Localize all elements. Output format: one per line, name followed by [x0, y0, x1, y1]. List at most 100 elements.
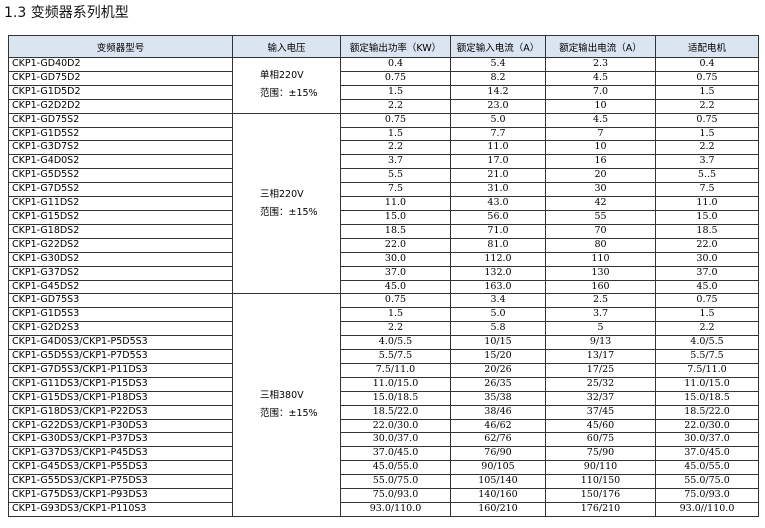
- table-row: CKP1-G18DS2 18.5 71.0 70 18.5: [8, 223, 759, 239]
- value-cell: 5.5/7.5: [655, 349, 759, 364]
- value-cell: 4.5: [545, 70, 656, 86]
- value-cell: 1.5: [655, 126, 759, 142]
- model-cell: CKP1-G11DS3/CKP1-P15DS3: [8, 376, 233, 392]
- model-cell: CKP1-G75DS3/CKP1-P93DS3: [8, 488, 233, 503]
- value-cell: 130: [545, 265, 656, 281]
- value-cell: 45.0/55.0: [340, 460, 451, 476]
- table-row: CKP1-GD40D2 单相220V 范围：±15% 0.4 5.4 2.3 0.4: [8, 57, 759, 114]
- value-cell: 22.0: [655, 237, 759, 253]
- value-cell: 37.0/45.0: [340, 446, 451, 462]
- value-cell: 7.5: [655, 182, 759, 198]
- model-cell: CKP1-G1D5S2: [8, 126, 233, 142]
- value-cell: 18.5/22.0: [655, 404, 759, 420]
- value-cell: 0.75: [655, 70, 759, 86]
- table-row: CKP1-G93DS3/CKP1-P110S3 93.0/110.0 160/210…: [8, 502, 759, 517]
- value-cell: 0.4: [655, 57, 759, 72]
- header-cell: 额定输出电流（A）: [545, 35, 656, 58]
- value-cell: 0.4: [340, 57, 451, 72]
- value-cell: 3.7: [340, 154, 451, 170]
- table-row: CKP1-G15DS3/CKP1-P18DS3 15.0/18.5 35/38 32/…: [8, 390, 759, 406]
- table-row: CKP1-G45DS3/CKP1-P55DS3 45.0/55.0 90/105 90…: [8, 460, 759, 476]
- value-cell: 10/15: [450, 335, 546, 351]
- value-cell: 10: [545, 98, 656, 114]
- value-cell: 45.0: [655, 279, 759, 295]
- value-cell: 1.5: [340, 126, 451, 142]
- value-cell: 30.0: [340, 251, 451, 267]
- table-row: CKP1-G2D2S3 2.2 5.8 5 2.2: [8, 321, 759, 337]
- value-cell: 37/45: [545, 404, 656, 420]
- value-cell: 45.0: [340, 279, 451, 295]
- value-cell: 35/38: [450, 390, 546, 406]
- model-cell: CKP1-G5D5S3/CKP1-P7D5S3: [8, 349, 233, 364]
- value-cell: 22.0/30.0: [655, 418, 759, 434]
- model-cell: CKP1-G18DS3/CKP1-P22DS3: [8, 404, 233, 420]
- table-row: CKP1-G7D5S3/CKP1-P11DS3 7.5/11.0 20/26 17/2…: [8, 362, 759, 378]
- value-cell: 0.75: [340, 112, 451, 128]
- table-body: CKP1-GD40D2 单相220V 范围：±15% 0.4 5.4 2.3 0.4 CKP1…: [8, 57, 759, 517]
- value-cell: 160/210: [450, 502, 546, 517]
- value-cell: 26/35: [450, 376, 546, 392]
- value-cell: 0.75: [340, 293, 451, 309]
- table-row: CKP1-GD75D2 0.75 8.2 4.5 0.75: [8, 70, 759, 86]
- value-cell: 37.0/45.0: [655, 446, 759, 462]
- value-cell: 1.5: [340, 84, 451, 100]
- table-row: CKP1-G1D5S2 1.5 7.7 7 1.5: [8, 126, 759, 142]
- value-cell: 11.0: [340, 196, 451, 211]
- model-cell: CKP1-GD40D2: [8, 57, 233, 72]
- voltage-text: 范围：±15%: [260, 408, 318, 420]
- table-row: CKP1-G18DS3/CKP1-P22DS3 18.5/22.0 38/46 37/…: [8, 404, 759, 420]
- header-cell: 变频器型号: [8, 35, 233, 58]
- value-cell: 55: [545, 209, 656, 225]
- value-cell: 5..5: [655, 168, 759, 184]
- value-cell: 2.2: [655, 321, 759, 337]
- value-cell: 56.0: [450, 209, 546, 225]
- value-cell: 13/17: [545, 349, 656, 364]
- voltage-cell: 三相380V 范围：±15%: [232, 293, 341, 517]
- model-cell: CKP1-G55DS3/CKP1-P75DS3: [8, 474, 233, 490]
- value-cell: 140/160: [450, 488, 546, 503]
- model-cell: CKP1-G5D5S2: [8, 168, 233, 184]
- value-cell: 5.5: [340, 168, 451, 184]
- value-cell: 163.0: [450, 279, 546, 295]
- value-cell: 2.3: [545, 57, 656, 72]
- value-cell: 81.0: [450, 237, 546, 253]
- model-cell: CKP1-G3D7S2: [8, 140, 233, 156]
- table-row: CKP1-G22DS3/CKP1-P30DS3 22.0/30.0 46/62 45/…: [8, 418, 759, 434]
- value-cell: 4.0/5.5: [340, 335, 451, 351]
- value-cell: 15/20: [450, 349, 546, 364]
- value-cell: 37.0: [340, 265, 451, 281]
- value-cell: 30.0/37.0: [655, 432, 759, 448]
- value-cell: 1.5: [655, 84, 759, 100]
- model-cell: CKP1-G4D0S3/CKP1-P5D5S3: [8, 335, 233, 351]
- value-cell: 10: [545, 140, 656, 156]
- value-cell: 15.0/18.5: [655, 390, 759, 406]
- value-cell: 15.0/18.5: [340, 390, 451, 406]
- table-row: CKP1-G1D5D2 1.5 14.2 7.0 1.5: [8, 84, 759, 100]
- model-cell: CKP1-GD75S2: [8, 112, 233, 128]
- value-cell: 110: [545, 251, 656, 267]
- value-cell: 93.0//110.0: [655, 502, 759, 517]
- table-row: CKP1-G37DS3/CKP1-P45DS3 37.0/45.0 76/90 75/…: [8, 446, 759, 462]
- value-cell: 5.0: [450, 112, 546, 128]
- model-cell: CKP1-G7D5S2: [8, 182, 233, 198]
- value-cell: 11.0/15.0: [655, 376, 759, 392]
- value-cell: 22.0/30.0: [340, 418, 451, 434]
- table-row: CKP1-G1D5S3 1.5 5.0 3.7 1.5: [8, 307, 759, 323]
- value-cell: 32/37: [545, 390, 656, 406]
- value-cell: 14.2: [450, 84, 546, 100]
- table-row: CKP1-G11DS3/CKP1-P15DS3 11.0/15.0 26/35 25/…: [8, 376, 759, 392]
- model-cell: CKP1-G30DS2: [8, 251, 233, 267]
- value-cell: 37.0: [655, 265, 759, 281]
- model-cell: CKP1-G18DS2: [8, 223, 233, 239]
- value-cell: 75.0/93.0: [340, 488, 451, 503]
- value-cell: 17/25: [545, 362, 656, 378]
- model-cell: CKP1-GD75D2: [8, 70, 233, 86]
- value-cell: 18.5/22.0: [340, 404, 451, 420]
- voltage-text: 范围：±15%: [260, 206, 318, 218]
- model-cell: CKP1-G37DS3/CKP1-P45DS3: [8, 446, 233, 462]
- table-row: CKP1-G4D0S2 3.7 17.0 16 3.7: [8, 154, 759, 170]
- value-cell: 9/13: [545, 335, 656, 351]
- model-cell: CKP1-G7D5S3/CKP1-P11DS3: [8, 362, 233, 378]
- value-cell: 7.7: [450, 126, 546, 142]
- table-row: CKP1-G7D5S2 7.5 31.0 30 7.5: [8, 182, 759, 198]
